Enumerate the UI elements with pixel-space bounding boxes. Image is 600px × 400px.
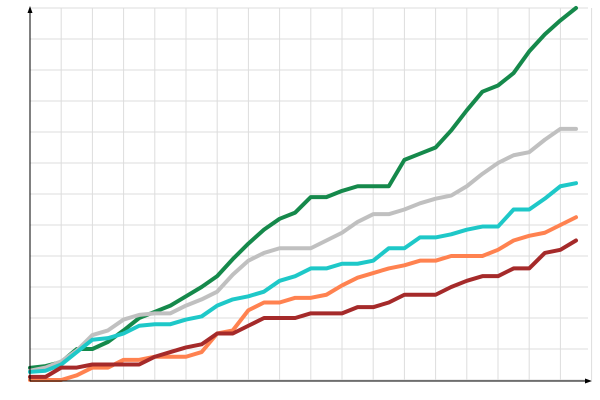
y-axis-arrow <box>27 6 33 13</box>
lines <box>28 6 578 382</box>
series-line <box>28 126 578 373</box>
series-line <box>28 238 578 379</box>
series-line <box>28 181 578 374</box>
series-line <box>28 215 578 382</box>
x-axis-arrow <box>585 378 592 384</box>
